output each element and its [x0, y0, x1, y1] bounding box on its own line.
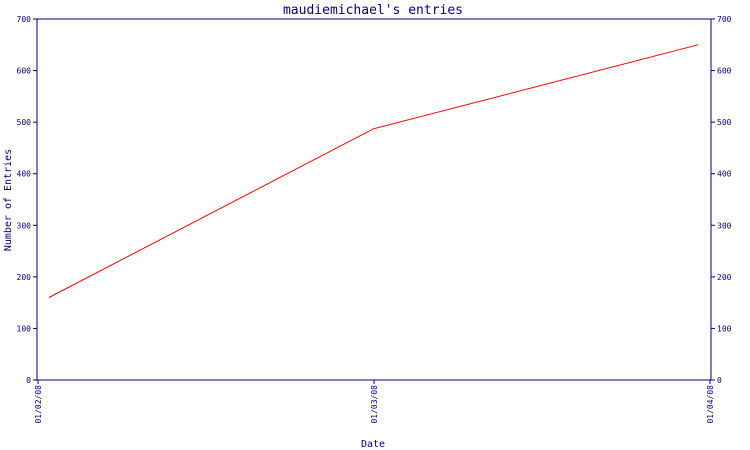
y-tick-label-left: 0 — [26, 376, 31, 385]
right-y-axis: 0 100 200 300 400 500 600 700 — [711, 15, 732, 385]
y-tick-label-left: 500 — [17, 118, 32, 127]
series-line-0 — [48, 44, 699, 298]
x-tick-label: 01/04/08 — [706, 385, 715, 424]
y-tick-label-right: 600 — [717, 67, 732, 76]
y-tick-label-left: 100 — [17, 324, 32, 333]
left-y-axis: 0 100 200 300 400 500 600 700 — [17, 15, 37, 385]
y-tick-label-right: 200 — [717, 273, 732, 282]
x-tick-label: 01/03/08 — [370, 385, 379, 424]
plot-area-frame — [36, 18, 712, 381]
y-tick-label-left: 400 — [17, 170, 32, 179]
y-tick-label-right: 400 — [717, 170, 732, 179]
series-layer — [48, 44, 699, 298]
y-tick-label-right: 700 — [717, 15, 732, 24]
y-tick-label-right: 100 — [717, 324, 732, 333]
x-axis-label: Date — [361, 439, 385, 450]
y-axis-label: Number of Entries — [3, 149, 14, 251]
y-tick-label-left: 700 — [17, 15, 32, 24]
y-tick-label-left: 300 — [17, 221, 32, 230]
y-tick-label-right: 500 — [717, 118, 732, 127]
x-tick-label: 01/02/08 — [34, 385, 43, 424]
x-axis: 01/02/08 01/03/08 01/04/08 — [34, 380, 715, 424]
y-tick-label-right: 0 — [717, 376, 722, 385]
y-tick-label-left: 200 — [17, 273, 32, 282]
y-tick-label-left: 600 — [17, 67, 32, 76]
y-tick-label-right: 300 — [717, 221, 732, 230]
chart-title: maudiemichael's entries — [283, 3, 463, 18]
